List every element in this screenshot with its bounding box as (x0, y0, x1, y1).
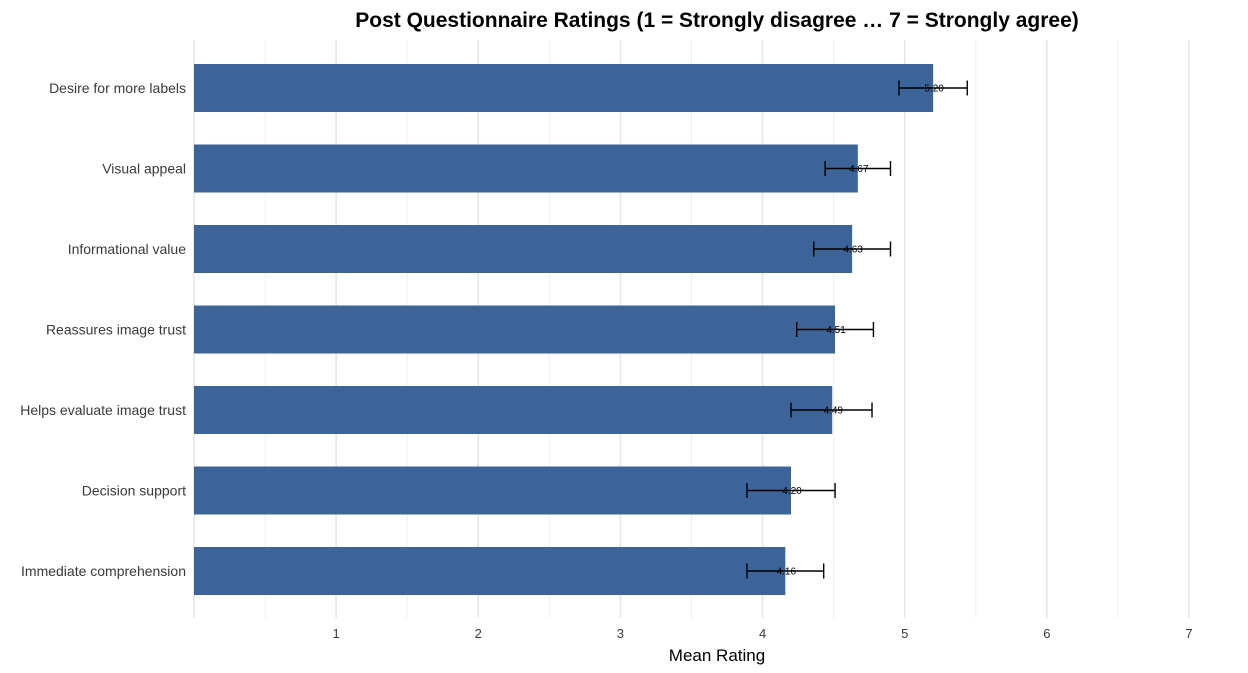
x-axis-title: Mean Rating (669, 646, 765, 665)
x-tick-label: 1 (333, 626, 340, 641)
category-labels: Desire for more labels Visual appeal Infor… (20, 80, 186, 579)
value-label: 5.20 (924, 84, 944, 95)
error-bar (813, 241, 892, 257)
category-label: Informational value (68, 241, 187, 257)
error-bar (824, 161, 892, 176)
category-label: Visual appeal (102, 161, 186, 177)
category-label: Helps evaluate image trust (20, 402, 186, 418)
x-tick-label: 4 (759, 626, 766, 641)
value-label: 4.51 (826, 325, 846, 336)
category-label: Reassures image trust (46, 322, 186, 338)
category-label: Decision support (82, 483, 186, 499)
bar (194, 466, 791, 515)
value-labels: 5.20 4.67 4.63 4.51 4.49 4.20 4.16 (777, 84, 945, 578)
error-bar (795, 322, 875, 337)
bars (194, 64, 934, 595)
x-tick-label: 6 (1043, 626, 1050, 641)
value-label: 4.63 (843, 245, 863, 256)
bar (194, 305, 836, 354)
error-bars (746, 80, 968, 579)
x-tick-label: 5 (901, 626, 908, 641)
x-tick-labels: 1 2 3 4 5 6 7 (333, 626, 1193, 641)
x-tick-label: 2 (475, 626, 482, 641)
bar (194, 144, 858, 193)
error-bar (746, 483, 836, 498)
error-bar (790, 402, 873, 418)
value-label: 4.67 (849, 164, 869, 175)
value-label: 4.49 (823, 406, 843, 417)
category-label: Immediate comprehension (21, 563, 186, 579)
x-tick-label: 7 (1185, 626, 1192, 641)
bar (194, 547, 786, 595)
error-bar (746, 563, 825, 579)
chart-title: Post Questionnaire Ratings (1 = Strongly… (355, 9, 1079, 32)
value-label: 4.20 (782, 486, 802, 497)
error-bar (898, 80, 968, 96)
bar (194, 225, 853, 273)
value-label: 4.16 (777, 567, 797, 578)
category-label: Desire for more labels (49, 80, 186, 96)
x-tick-label: 3 (617, 626, 624, 641)
bar (194, 386, 833, 434)
bar (194, 64, 934, 112)
